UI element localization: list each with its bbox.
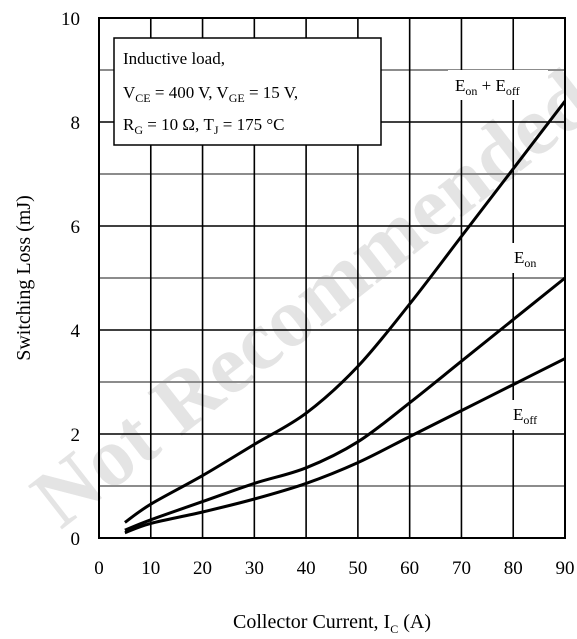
x-tick-label: 30	[245, 558, 264, 579]
annotation-line-2: VCE = 400 V, VGE = 15 V,	[123, 83, 298, 105]
y-tick-labels: 0 2 4 6 8 10	[61, 9, 81, 550]
x-tick-label: 90	[556, 558, 575, 579]
series-line-eon	[124, 276, 565, 532]
series-line-eon-eoff	[124, 100, 565, 524]
label-bg-eoff	[508, 400, 550, 430]
x-tick-labels: 0 10 20 30 40 50 60 70 80 90	[94, 558, 574, 579]
y-tick-label: 4	[71, 321, 81, 342]
y-tick-label: 2	[71, 425, 81, 446]
series-layer	[124, 100, 565, 535]
x-tick-label: 10	[141, 558, 160, 579]
annotation-line-1: Inductive load,	[123, 49, 225, 68]
y-axis-title: Switching Loss (mJ)	[13, 195, 35, 361]
label-bg-eon-eoff	[448, 70, 548, 100]
minor-gridlines	[99, 69, 565, 487]
x-tick-label: 60	[400, 558, 419, 579]
series-line-eoff	[124, 357, 565, 535]
label-bg-eon	[508, 243, 548, 273]
y-tick-label: 0	[71, 529, 81, 550]
x-tick-label: 40	[297, 558, 316, 579]
x-axis-title: Collector Current, IC (A)	[233, 611, 431, 636]
annotation-line-3: RG = 10 Ω, TJ = 175 °C	[123, 115, 285, 137]
x-tick-label: 20	[193, 558, 212, 579]
y-tick-label: 6	[71, 217, 81, 238]
x-tick-label: 80	[504, 558, 523, 579]
y-tick-label: 10	[61, 9, 80, 30]
x-tick-label: 50	[348, 558, 367, 579]
x-tick-label: 70	[452, 558, 471, 579]
y-tick-label: 8	[71, 113, 81, 134]
test-conditions-box: Inductive load, VCE = 400 V, VGE = 15 V,…	[113, 37, 382, 146]
x-tick-label: 0	[94, 558, 104, 579]
